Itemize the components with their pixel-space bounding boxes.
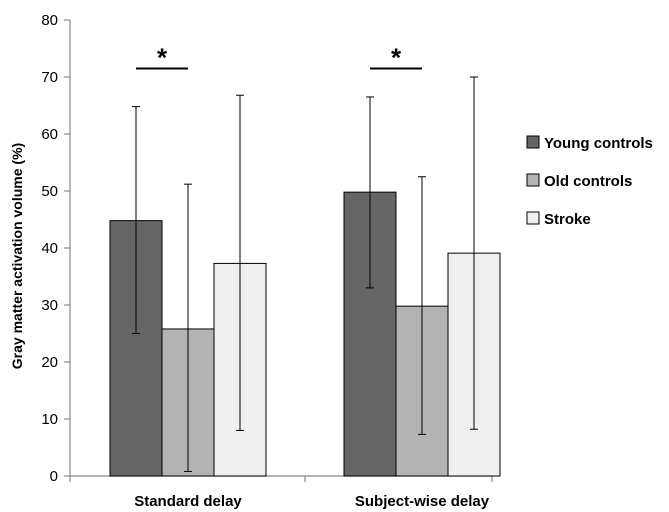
legend-label: Old controls [544,173,632,190]
x-category-label: Standard delay [134,493,242,510]
legend: Young controls Old controls Stroke [526,135,653,228]
y-tick-label: 0 [50,468,58,485]
legend-label: Young controls [544,135,653,152]
x-category-label: Subject-wise delay [355,493,490,510]
error-bars [132,76,478,472]
y-tick-label: 80 [41,12,58,29]
legend-swatch [526,173,540,187]
significance-star: * [391,42,402,72]
legend-swatch [526,135,540,149]
bars [109,191,501,477]
axes: 0 10 20 30 40 50 60 70 80 [41,12,493,485]
significance-markers: * * [136,42,422,72]
legend-swatch [526,211,540,225]
y-tick-label: 60 [41,126,58,143]
axis-labels: Standard delay Subject-wise delay Gray mat… [9,143,490,510]
y-tick-label: 50 [41,183,58,200]
y-tick-label: 20 [41,354,58,371]
y-tick-label: 30 [41,297,58,314]
y-tick-label: 10 [41,411,58,428]
y-tick-label: 40 [41,240,58,257]
significance-star: * [157,42,168,72]
legend-label: Stroke [544,211,591,228]
y-axis-title: Gray matter activation volume (%) [9,143,25,369]
y-tick-label: 70 [41,69,58,86]
